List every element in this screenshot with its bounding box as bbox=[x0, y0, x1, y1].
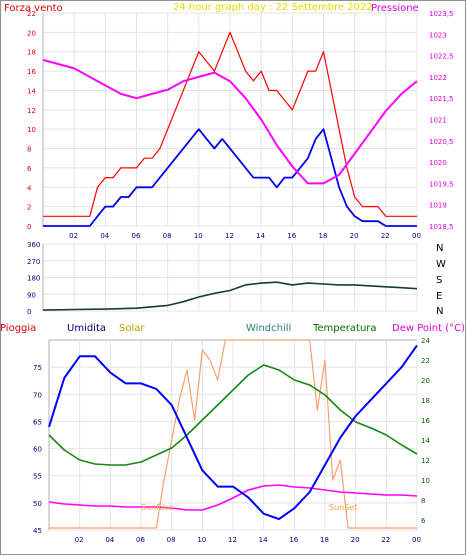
x-tick-label: 16 bbox=[287, 232, 296, 240]
y-right-tick-label: 1020,5 bbox=[429, 138, 454, 146]
x-tick-label: 12 bbox=[225, 232, 234, 240]
label-temperatura: Temperatura bbox=[312, 323, 377, 334]
y-left-tick-label: 4 bbox=[27, 184, 32, 192]
y-left-tick-label: 18 bbox=[27, 49, 36, 57]
series-line-umidita bbox=[48, 344, 418, 521]
y-left-tick-label: 10 bbox=[27, 126, 36, 134]
y-tick-label: 270 bbox=[27, 258, 40, 266]
y-right-tick-label: 6 bbox=[421, 517, 426, 525]
series-line-solar bbox=[49, 339, 417, 529]
y-right-tick-label: 1023,5 bbox=[429, 10, 454, 18]
x-tick-label: 16 bbox=[289, 536, 298, 544]
x-tick-label: 06 bbox=[132, 232, 141, 240]
compass-label-n-top: N bbox=[436, 243, 443, 254]
header-right-label: Pressione bbox=[371, 3, 419, 14]
label-dewpoint: Dew Point (°C) bbox=[392, 323, 465, 334]
y-left-tick-label: 6 bbox=[27, 165, 32, 173]
x-tick-label: 08 bbox=[167, 536, 176, 544]
x-tick-label: 20 bbox=[351, 536, 360, 544]
y-right-tick-label: 1018,5 bbox=[429, 223, 454, 231]
label-solar: Solar bbox=[119, 323, 145, 334]
y-left-tick-label: 0 bbox=[27, 223, 31, 231]
series-line-direzione bbox=[42, 281, 418, 311]
y-right-tick-label: 12 bbox=[421, 457, 430, 465]
series-line-forza-vento bbox=[43, 31, 417, 217]
y-left-tick-label: 14 bbox=[27, 87, 36, 95]
sunrise-annotation: SunRise bbox=[141, 503, 173, 512]
y-left-tick-label: 50 bbox=[33, 500, 42, 508]
x-tick-label: 10 bbox=[197, 536, 206, 544]
y-right-tick-label: 1022 bbox=[429, 74, 447, 82]
y-tick-label: 0 bbox=[27, 308, 31, 316]
y-left-tick-label: 60 bbox=[33, 446, 42, 454]
x-tick-label: 02 bbox=[75, 536, 84, 544]
sunset-annotation: SunSet bbox=[329, 503, 357, 512]
y-left-tick-label: 75 bbox=[33, 364, 42, 372]
y-right-tick-label: 1020 bbox=[429, 159, 447, 167]
y-tick-label: 180 bbox=[27, 275, 40, 283]
x-tick-label: 18 bbox=[320, 536, 329, 544]
y-right-tick-label: 1019,5 bbox=[429, 180, 454, 188]
y-right-tick-label: 10 bbox=[421, 477, 430, 485]
x-tick-label: 06 bbox=[136, 536, 145, 544]
label-windchill: Windchill bbox=[246, 323, 291, 334]
label-umidita: Umidita bbox=[67, 323, 106, 334]
y-left-tick-label: 70 bbox=[33, 391, 42, 399]
y-right-tick-label: 22 bbox=[421, 357, 430, 365]
x-tick-label: 22 bbox=[381, 536, 390, 544]
series-line-dew-point bbox=[48, 484, 418, 511]
label-pioggia: Pioggia bbox=[0, 323, 36, 334]
y-tick-label: 90 bbox=[27, 291, 36, 299]
series-line-pressione bbox=[42, 58, 418, 185]
y-right-tick-label: 18 bbox=[421, 397, 430, 405]
header-left-label: Forza vento bbox=[4, 3, 63, 14]
compass-label-n-bottom: N bbox=[436, 306, 443, 317]
y-left-tick-label: 8 bbox=[27, 146, 31, 154]
y-right-tick-label: 24 bbox=[421, 337, 430, 345]
x-tick-label: 20 bbox=[350, 232, 359, 240]
x-tick-label: 02 bbox=[69, 232, 78, 240]
x-tick-label: 14 bbox=[259, 536, 268, 544]
y-right-tick-label: 20 bbox=[421, 377, 430, 385]
y-left-tick-label: 2 bbox=[27, 204, 31, 212]
y-left-tick-label: 45 bbox=[33, 527, 42, 535]
y-left-tick-label: 22 bbox=[27, 10, 36, 18]
x-tick-label: 22 bbox=[381, 232, 390, 240]
x-tick-label: 12 bbox=[228, 536, 237, 544]
y-right-tick-label: 1021 bbox=[429, 117, 447, 125]
y-left-tick-label: 16 bbox=[27, 68, 36, 76]
x-tick-label: 00 bbox=[412, 232, 421, 240]
x-tick-label: 18 bbox=[319, 232, 328, 240]
x-tick-label: 08 bbox=[163, 232, 172, 240]
y-right-tick-label: 1021,5 bbox=[429, 95, 454, 103]
y-left-tick-label: 12 bbox=[27, 107, 36, 115]
y-right-tick-label: 16 bbox=[421, 417, 430, 425]
y-left-tick-label: 20 bbox=[27, 29, 36, 37]
x-tick-label: 00 bbox=[412, 536, 421, 544]
x-tick-label: 04 bbox=[100, 232, 109, 240]
y-left-tick-label: 55 bbox=[33, 473, 42, 481]
x-tick-label: 14 bbox=[256, 232, 265, 240]
y-right-tick-label: 14 bbox=[421, 437, 430, 445]
compass-label-e: E bbox=[436, 291, 442, 302]
y-tick-label: 360 bbox=[27, 241, 40, 249]
x-tick-label: 04 bbox=[105, 536, 114, 544]
compass-label-w: W bbox=[436, 259, 446, 270]
x-tick-label: 10 bbox=[194, 232, 203, 240]
y-right-tick-label: 8 bbox=[421, 497, 425, 505]
y-right-tick-label: 1019 bbox=[429, 202, 447, 210]
header-center-title: 24 hour graph day : 22 Settembre 2022 bbox=[173, 2, 373, 13]
y-right-tick-label: 1022,5 bbox=[429, 53, 454, 61]
y-left-tick-label: 65 bbox=[33, 418, 42, 426]
y-right-tick-label: 1023 bbox=[429, 31, 447, 39]
compass-label-s: S bbox=[436, 275, 442, 286]
series-line-temperatura bbox=[48, 364, 418, 466]
series-line-raffica bbox=[43, 128, 417, 227]
